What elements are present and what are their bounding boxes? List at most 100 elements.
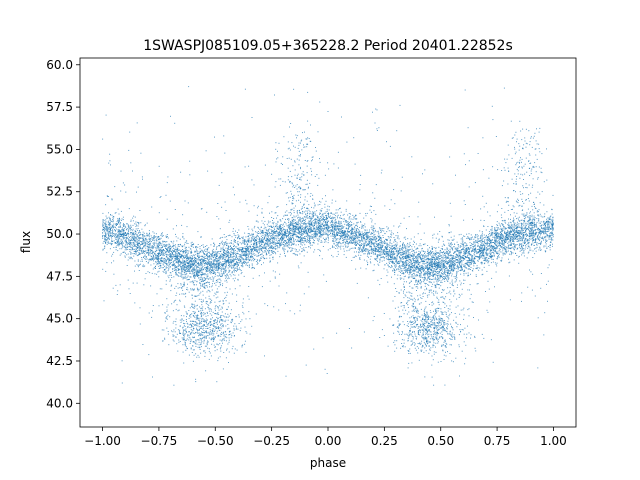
data-point: [275, 238, 277, 240]
data-point: [171, 251, 172, 253]
data-point: [305, 225, 307, 227]
data-point: [301, 218, 303, 220]
data-point: [389, 240, 391, 242]
data-point: [403, 265, 405, 267]
data-point: [135, 243, 137, 245]
data-point: [399, 264, 400, 266]
data-point: [406, 244, 408, 246]
data-point: [153, 267, 155, 269]
data-point: [390, 230, 392, 232]
data-point: [247, 233, 249, 235]
data-point: [291, 236, 293, 238]
data-point: [348, 234, 349, 236]
data-point: [535, 223, 537, 225]
data-point: [197, 273, 199, 275]
data-point: [446, 248, 448, 250]
data-point: [394, 240, 396, 242]
data-point: [441, 235, 443, 237]
data-point: [183, 252, 185, 254]
data-point: [305, 227, 306, 229]
data-point: [183, 268, 185, 270]
data-point: [516, 227, 518, 228]
data-point: [393, 241, 395, 243]
data-point: [155, 256, 156, 258]
data-point: [499, 231, 501, 233]
data-point: [374, 235, 376, 237]
data-point: [224, 201, 226, 203]
data-point: [527, 252, 529, 254]
data-point: [432, 237, 434, 239]
data-point: [442, 256, 444, 258]
data-point: [112, 230, 114, 232]
data-point: [186, 255, 188, 257]
data-point: [456, 259, 458, 261]
data-point: [183, 245, 185, 247]
data-point: [400, 245, 401, 247]
data-point: [195, 251, 197, 253]
data-point: [414, 264, 416, 266]
data-point: [126, 254, 128, 256]
data-point: [315, 235, 317, 237]
data-point: [214, 255, 216, 257]
data-point: [135, 228, 137, 230]
data-point: [151, 259, 153, 261]
data-point: [395, 235, 397, 237]
data-point: [170, 250, 172, 252]
data-point: [266, 257, 268, 259]
data-point: [158, 244, 160, 246]
data-point: [526, 234, 528, 236]
data-point: [363, 250, 364, 252]
data-point: [183, 265, 185, 267]
data-point: [300, 225, 302, 227]
data-point: [271, 237, 273, 239]
data-point: [462, 249, 464, 250]
data-point: [203, 260, 205, 262]
data-point: [483, 244, 485, 246]
data-point: [118, 233, 120, 235]
data-point: [167, 249, 169, 250]
data-point: [145, 245, 147, 247]
data-point: [184, 275, 186, 277]
data-point: [150, 252, 152, 254]
data-point: [111, 199, 113, 201]
data-point: [132, 249, 134, 251]
data-point: [430, 259, 432, 261]
data-point: [221, 206, 223, 208]
data-point: [497, 169, 499, 171]
data-point: [504, 253, 506, 255]
data-point: [182, 249, 184, 250]
data-point: [247, 258, 249, 260]
data-point: [403, 262, 405, 264]
data-point: [491, 251, 493, 253]
data-point: [121, 242, 123, 244]
data-point: [474, 258, 476, 260]
data-point: [162, 270, 164, 272]
data-point: [217, 266, 219, 268]
data-point: [467, 261, 469, 263]
data-point: [138, 230, 140, 231]
data-point: [258, 248, 260, 250]
data-point: [450, 244, 452, 246]
data-point: [211, 253, 213, 255]
data-point: [527, 247, 529, 249]
data-point: [389, 245, 391, 247]
data-point: [217, 271, 219, 273]
data-point: [406, 248, 408, 250]
data-point: [444, 276, 446, 278]
data-point: [283, 237, 285, 239]
data-point: [322, 234, 324, 236]
data-point: [300, 262, 302, 264]
data-point: [137, 237, 139, 239]
data-point: [103, 300, 105, 302]
data-point: [320, 228, 322, 230]
data-point: [105, 241, 107, 243]
data-point: [193, 273, 195, 275]
data-point: [342, 233, 344, 235]
data-point: [154, 273, 156, 275]
data-point: [510, 231, 512, 233]
data-point: [506, 200, 508, 202]
data-point: [197, 231, 199, 233]
data-point: [250, 251, 252, 253]
data-point: [283, 215, 285, 217]
data-point: [401, 254, 403, 256]
